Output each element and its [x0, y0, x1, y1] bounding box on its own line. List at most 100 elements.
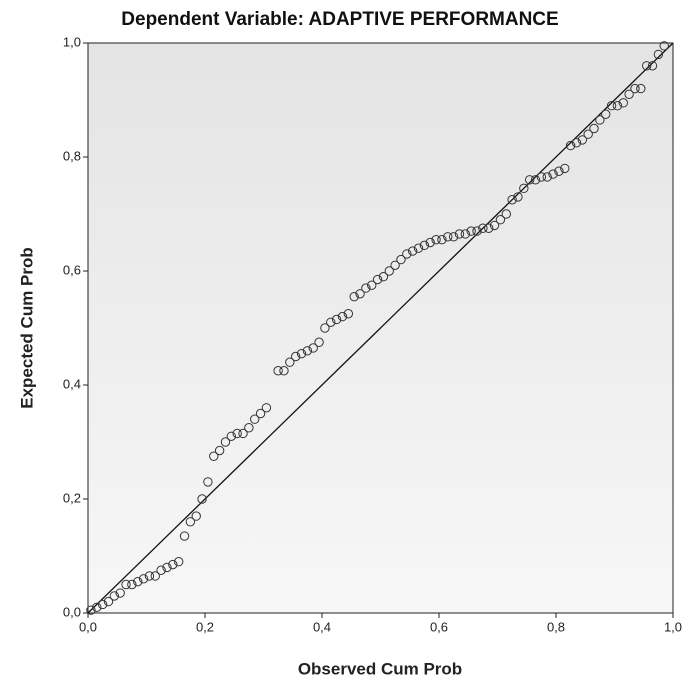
point	[144, 571, 155, 581]
point	[396, 254, 406, 265]
x-tick-label: 0,4	[313, 619, 331, 634]
point	[606, 101, 617, 111]
point	[337, 311, 348, 322]
point	[173, 557, 184, 567]
point	[618, 98, 628, 108]
point	[372, 274, 383, 285]
point	[127, 579, 137, 590]
point	[583, 129, 593, 139]
point	[384, 266, 394, 276]
y-tick-label: 0,2	[63, 490, 81, 505]
point	[466, 226, 476, 236]
point	[168, 559, 178, 570]
point	[232, 428, 242, 439]
point	[355, 289, 365, 299]
x-axis-label: Observed Cum Prob	[298, 659, 462, 678]
point	[185, 517, 196, 527]
point	[507, 195, 517, 205]
point	[133, 576, 143, 587]
point	[349, 291, 359, 302]
point	[437, 234, 447, 245]
point	[390, 260, 400, 270]
point	[548, 169, 558, 179]
point	[86, 605, 96, 615]
x-tick-label: 1,0	[664, 619, 682, 634]
point	[431, 234, 441, 245]
point	[361, 283, 371, 293]
point	[302, 346, 313, 356]
point	[97, 599, 108, 610]
point	[524, 175, 535, 185]
point	[367, 280, 377, 290]
point	[109, 591, 120, 601]
point	[601, 109, 611, 119]
point	[513, 192, 523, 202]
point	[150, 571, 160, 581]
point	[571, 138, 582, 148]
point	[565, 140, 576, 151]
point	[314, 337, 324, 347]
point	[630, 83, 640, 94]
reference-line	[87, 42, 674, 614]
point	[308, 343, 318, 353]
point	[138, 574, 149, 584]
point	[92, 602, 102, 612]
x-tick-label: 0,6	[430, 619, 448, 634]
point	[419, 240, 430, 251]
point	[261, 403, 272, 413]
x-tick-label: 0,0	[79, 619, 97, 634]
point	[425, 237, 435, 248]
point	[624, 89, 634, 100]
point	[407, 246, 418, 256]
point	[489, 220, 500, 231]
point	[285, 357, 295, 367]
point	[478, 223, 488, 233]
point	[244, 423, 254, 433]
point	[296, 348, 307, 359]
point	[501, 209, 511, 219]
point	[179, 531, 190, 541]
point	[589, 123, 599, 134]
chart-title: Dependent Variable: ADAPTIVE PERFORMANCE	[121, 9, 558, 30]
point	[115, 588, 125, 598]
point	[653, 49, 664, 60]
point	[156, 565, 166, 575]
point	[659, 41, 669, 51]
y-axis-label: Expected Cum Prob	[17, 247, 36, 409]
point	[203, 477, 213, 487]
point	[320, 323, 330, 333]
point	[577, 135, 588, 145]
point	[636, 83, 646, 94]
y-tick-label: 0,8	[63, 148, 81, 163]
point	[647, 61, 658, 71]
y-tick-label: 0,0	[63, 604, 81, 619]
point	[595, 115, 605, 125]
y-tick-label: 1,0	[63, 34, 81, 49]
point	[273, 366, 283, 376]
point	[214, 445, 225, 456]
point	[121, 579, 131, 590]
point	[542, 172, 552, 182]
point	[226, 431, 237, 441]
point	[238, 428, 248, 439]
point	[454, 229, 465, 239]
point	[197, 494, 207, 504]
point	[495, 215, 506, 225]
point	[519, 183, 529, 194]
y-tick-label: 0,4	[63, 376, 81, 391]
point	[250, 414, 260, 424]
point	[290, 351, 301, 362]
point	[191, 511, 201, 521]
point	[326, 317, 336, 327]
x-tick-label: 0,8	[547, 619, 565, 634]
point	[530, 175, 541, 185]
point	[554, 166, 564, 176]
point	[641, 61, 652, 71]
point	[402, 249, 412, 259]
point	[484, 223, 494, 233]
point	[255, 408, 266, 419]
point	[413, 243, 424, 253]
point	[343, 309, 354, 319]
point	[220, 437, 231, 447]
